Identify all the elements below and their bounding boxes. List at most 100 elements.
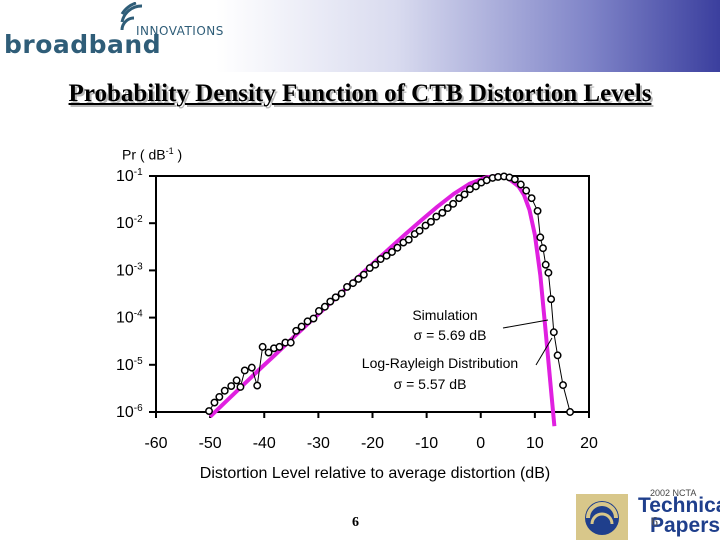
simulation-point <box>292 326 301 335</box>
simulation-point <box>465 185 474 194</box>
simulation-point <box>343 282 352 291</box>
simulation-point <box>376 255 385 264</box>
x-tick-label: 0 <box>476 435 485 452</box>
simulation-point <box>443 204 452 213</box>
log-rayleigh-leader-line <box>535 337 553 366</box>
simulation-point <box>404 235 413 244</box>
simulation-point <box>232 376 241 385</box>
simulation-point <box>371 260 380 269</box>
simulation-point <box>541 260 550 269</box>
simulation-point <box>349 279 357 288</box>
simulation-point <box>309 314 318 323</box>
simulation-point <box>264 348 273 357</box>
simulation-point <box>303 317 312 326</box>
simulation-point <box>331 293 340 302</box>
simulation-point <box>522 186 531 195</box>
simulation-point <box>359 270 368 279</box>
simulation-point <box>253 381 262 390</box>
y-tick-label: 10-4 <box>116 309 143 327</box>
technical-papers-logo: 2002 NCTA Technical Papers <box>574 488 720 540</box>
log-rayleigh-series <box>208 174 557 427</box>
simulation-point <box>220 386 229 395</box>
simulation-point <box>549 328 558 337</box>
log-rayleigh-annotation-label: Log-Rayleigh Distribution <box>362 355 518 371</box>
simulation-annotation-label: Simulation <box>412 307 477 323</box>
simulation-point <box>455 194 464 203</box>
tech-papers-line2: Papers <box>650 514 720 537</box>
simulation-leader-line <box>502 319 549 329</box>
simulation-line <box>208 175 571 413</box>
simulation-point <box>388 248 396 256</box>
x-axis-label: Distortion Level relative to average dis… <box>200 465 550 482</box>
simulation-point <box>320 302 329 311</box>
y-tick-label: 10-5 <box>116 356 143 374</box>
simulation-point <box>510 175 519 184</box>
plot-frame <box>155 175 590 413</box>
annotations: Simulation σ = 5.69 dB Log-Rayleigh Dist… <box>362 307 553 392</box>
simulation-point <box>393 243 402 252</box>
y-tick-label: 10-2 <box>116 214 143 232</box>
x-tick-label: 10 <box>526 435 544 452</box>
log-rayleigh-sigma-label: σ = 5.57 dB <box>394 376 467 392</box>
x-tick-label: -20 <box>361 435 384 452</box>
x-tick-label: -30 <box>307 435 330 452</box>
page-title: Probability Density Function of CTB Dist… <box>68 80 652 107</box>
simulation-point <box>286 338 295 347</box>
simulation-point <box>553 351 562 360</box>
simulation-point <box>275 342 284 351</box>
x-tick-label: -50 <box>199 435 222 452</box>
x-tick-label: -10 <box>415 435 438 452</box>
slide-number: 6 <box>352 515 359 530</box>
header-banner <box>0 0 720 72</box>
simulation-point <box>240 366 249 375</box>
simulation-point <box>460 190 469 199</box>
simulation-point <box>314 307 323 315</box>
simulation-point <box>297 322 306 331</box>
simulation-point <box>432 212 441 221</box>
simulation-point <box>337 289 346 298</box>
simulation-point <box>215 392 224 401</box>
simulation-point <box>258 342 267 351</box>
simulation-point <box>227 382 236 390</box>
simulation-point <box>415 226 424 235</box>
tech-papers-year: 2002 NCTA <box>650 488 697 498</box>
simulation-point <box>421 221 430 230</box>
broadband-signal-icon <box>120 2 143 31</box>
simulation-point <box>438 208 447 217</box>
simulation-point <box>326 297 335 306</box>
simulation-point <box>449 199 458 208</box>
simulation-point <box>533 206 542 215</box>
slide-number-overlay: 6 <box>651 515 658 530</box>
simulation-series <box>205 172 575 416</box>
simulation-point <box>539 244 547 253</box>
simulation-point <box>236 383 245 391</box>
simulation-point <box>205 407 213 416</box>
simulation-point <box>247 363 256 372</box>
y-tick-label: 10-1 <box>116 167 143 185</box>
simulation-point <box>471 182 480 191</box>
x-tick-label: -40 <box>253 435 276 452</box>
simulation-point <box>566 408 575 416</box>
simulation-point <box>536 233 545 242</box>
y-axis-unit-label: Pr ( dB-1 ) <box>122 146 183 163</box>
x-tick-label: 20 <box>580 435 598 452</box>
x-tick-label: -60 <box>144 435 167 452</box>
x-ticks: -60 -50 -40 -30 -20 -10 0 10 20 <box>144 412 598 452</box>
simulation-point <box>527 194 536 203</box>
simulation-point <box>365 264 374 272</box>
simulation-point <box>544 268 553 277</box>
simulation-point <box>516 180 525 189</box>
simulation-point <box>382 251 391 260</box>
y-tick-label: 10-3 <box>116 261 143 279</box>
simulation-sigma-label: σ = 5.69 dB <box>414 327 487 343</box>
simulation-point <box>547 295 556 304</box>
technical-papers-emblem-icon <box>576 494 628 540</box>
simulation-point <box>427 217 435 226</box>
y-tick-label: 10-6 <box>116 403 143 421</box>
logo-subtitle: INNOVATIONS <box>136 24 224 38</box>
log-rayleigh-line <box>208 174 557 427</box>
simulation-point <box>559 381 567 390</box>
y-ticks: 10-1 10-2 10-3 10-4 10-5 10-6 <box>116 167 156 421</box>
logo-wordmark: broadband <box>4 30 162 59</box>
tech-papers-line1: Technical <box>638 494 720 517</box>
